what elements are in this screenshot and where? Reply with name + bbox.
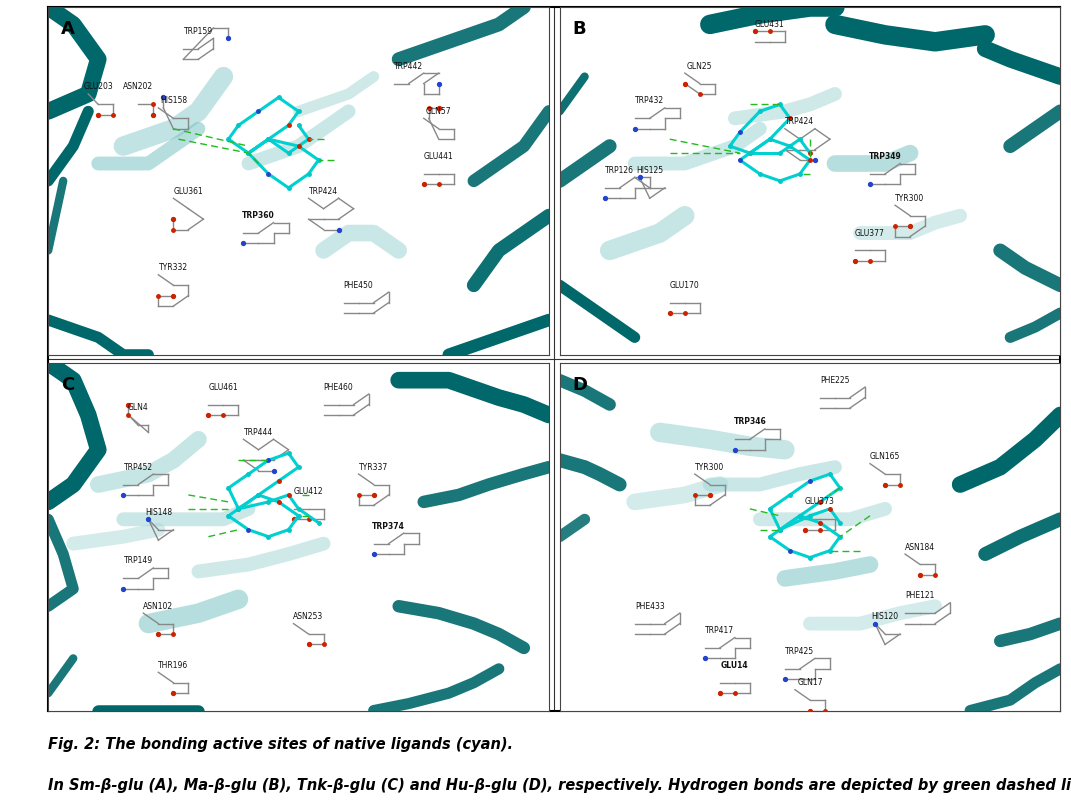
Text: GLU14: GLU14 [721,660,749,669]
Text: HIS158: HIS158 [160,96,187,105]
Text: THR196: THR196 [159,660,188,669]
Text: PHE121: PHE121 [905,590,935,600]
Text: TYR337: TYR337 [359,462,389,471]
Text: GLU203: GLU203 [84,83,114,92]
Text: ASN102: ASN102 [144,601,174,610]
Text: TRP374: TRP374 [373,521,405,530]
Text: In Sm-β-glu (A), Ma-β-glu (B), Tnk-β-glu (C) and Hu-β-glu (D), respectively. Hyd: In Sm-β-glu (A), Ma-β-glu (B), Tnk-β-glu… [48,777,1071,792]
Text: B: B [572,20,586,39]
Text: PHE225: PHE225 [820,375,849,384]
Text: GLN17: GLN17 [797,678,823,687]
Text: PHE450: PHE450 [344,280,374,289]
Text: GLU441: GLU441 [424,152,454,161]
Text: HIS148: HIS148 [145,507,172,516]
Text: HIS120: HIS120 [872,611,899,621]
Text: PHE460: PHE460 [323,382,353,391]
Text: TRP424: TRP424 [785,117,814,126]
Text: HIS125: HIS125 [636,165,663,175]
Text: TRP346: TRP346 [734,417,766,426]
Text: TRP126: TRP126 [605,165,634,175]
Text: GLU170: GLU170 [669,280,699,289]
Text: TYR300: TYR300 [895,194,924,202]
Text: TRP424: TRP424 [310,186,338,196]
Text: TRP444: TRP444 [244,427,273,436]
Text: TYR332: TYR332 [159,263,187,272]
Text: GLN4: GLN4 [127,403,149,412]
Text: Fig. 2: The bonding active sites of native ligands (cyan).: Fig. 2: The bonding active sites of nati… [48,736,513,752]
Text: GLU431: GLU431 [755,20,785,29]
Text: GLU412: GLU412 [293,487,323,495]
Text: ASN184: ASN184 [905,542,935,551]
Text: GLN57: GLN57 [426,107,452,116]
Text: C: C [61,376,74,393]
Text: TRP417: TRP417 [706,626,735,634]
Text: GLU361: GLU361 [174,186,203,196]
Text: TRP425: TRP425 [785,646,814,655]
Text: D: D [572,376,587,393]
Text: TRP442: TRP442 [394,62,423,71]
Text: GLU373: GLU373 [805,497,835,506]
Text: TRP452: TRP452 [124,462,153,471]
Text: TRP349: TRP349 [869,152,902,161]
Text: ASN253: ASN253 [293,611,323,621]
Text: TRP159: TRP159 [184,26,213,36]
Text: A: A [61,20,75,39]
Text: TRP360: TRP360 [242,211,275,220]
Text: TYR300: TYR300 [695,462,724,471]
Text: TRP432: TRP432 [635,96,664,105]
Text: GLU377: GLU377 [855,228,885,237]
Text: ASN202: ASN202 [123,83,153,92]
Text: GLU461: GLU461 [209,382,239,391]
Text: GLN25: GLN25 [687,62,712,71]
Text: GLN165: GLN165 [870,451,901,461]
Text: TRP149: TRP149 [124,556,153,565]
Text: PHE433: PHE433 [635,601,665,610]
